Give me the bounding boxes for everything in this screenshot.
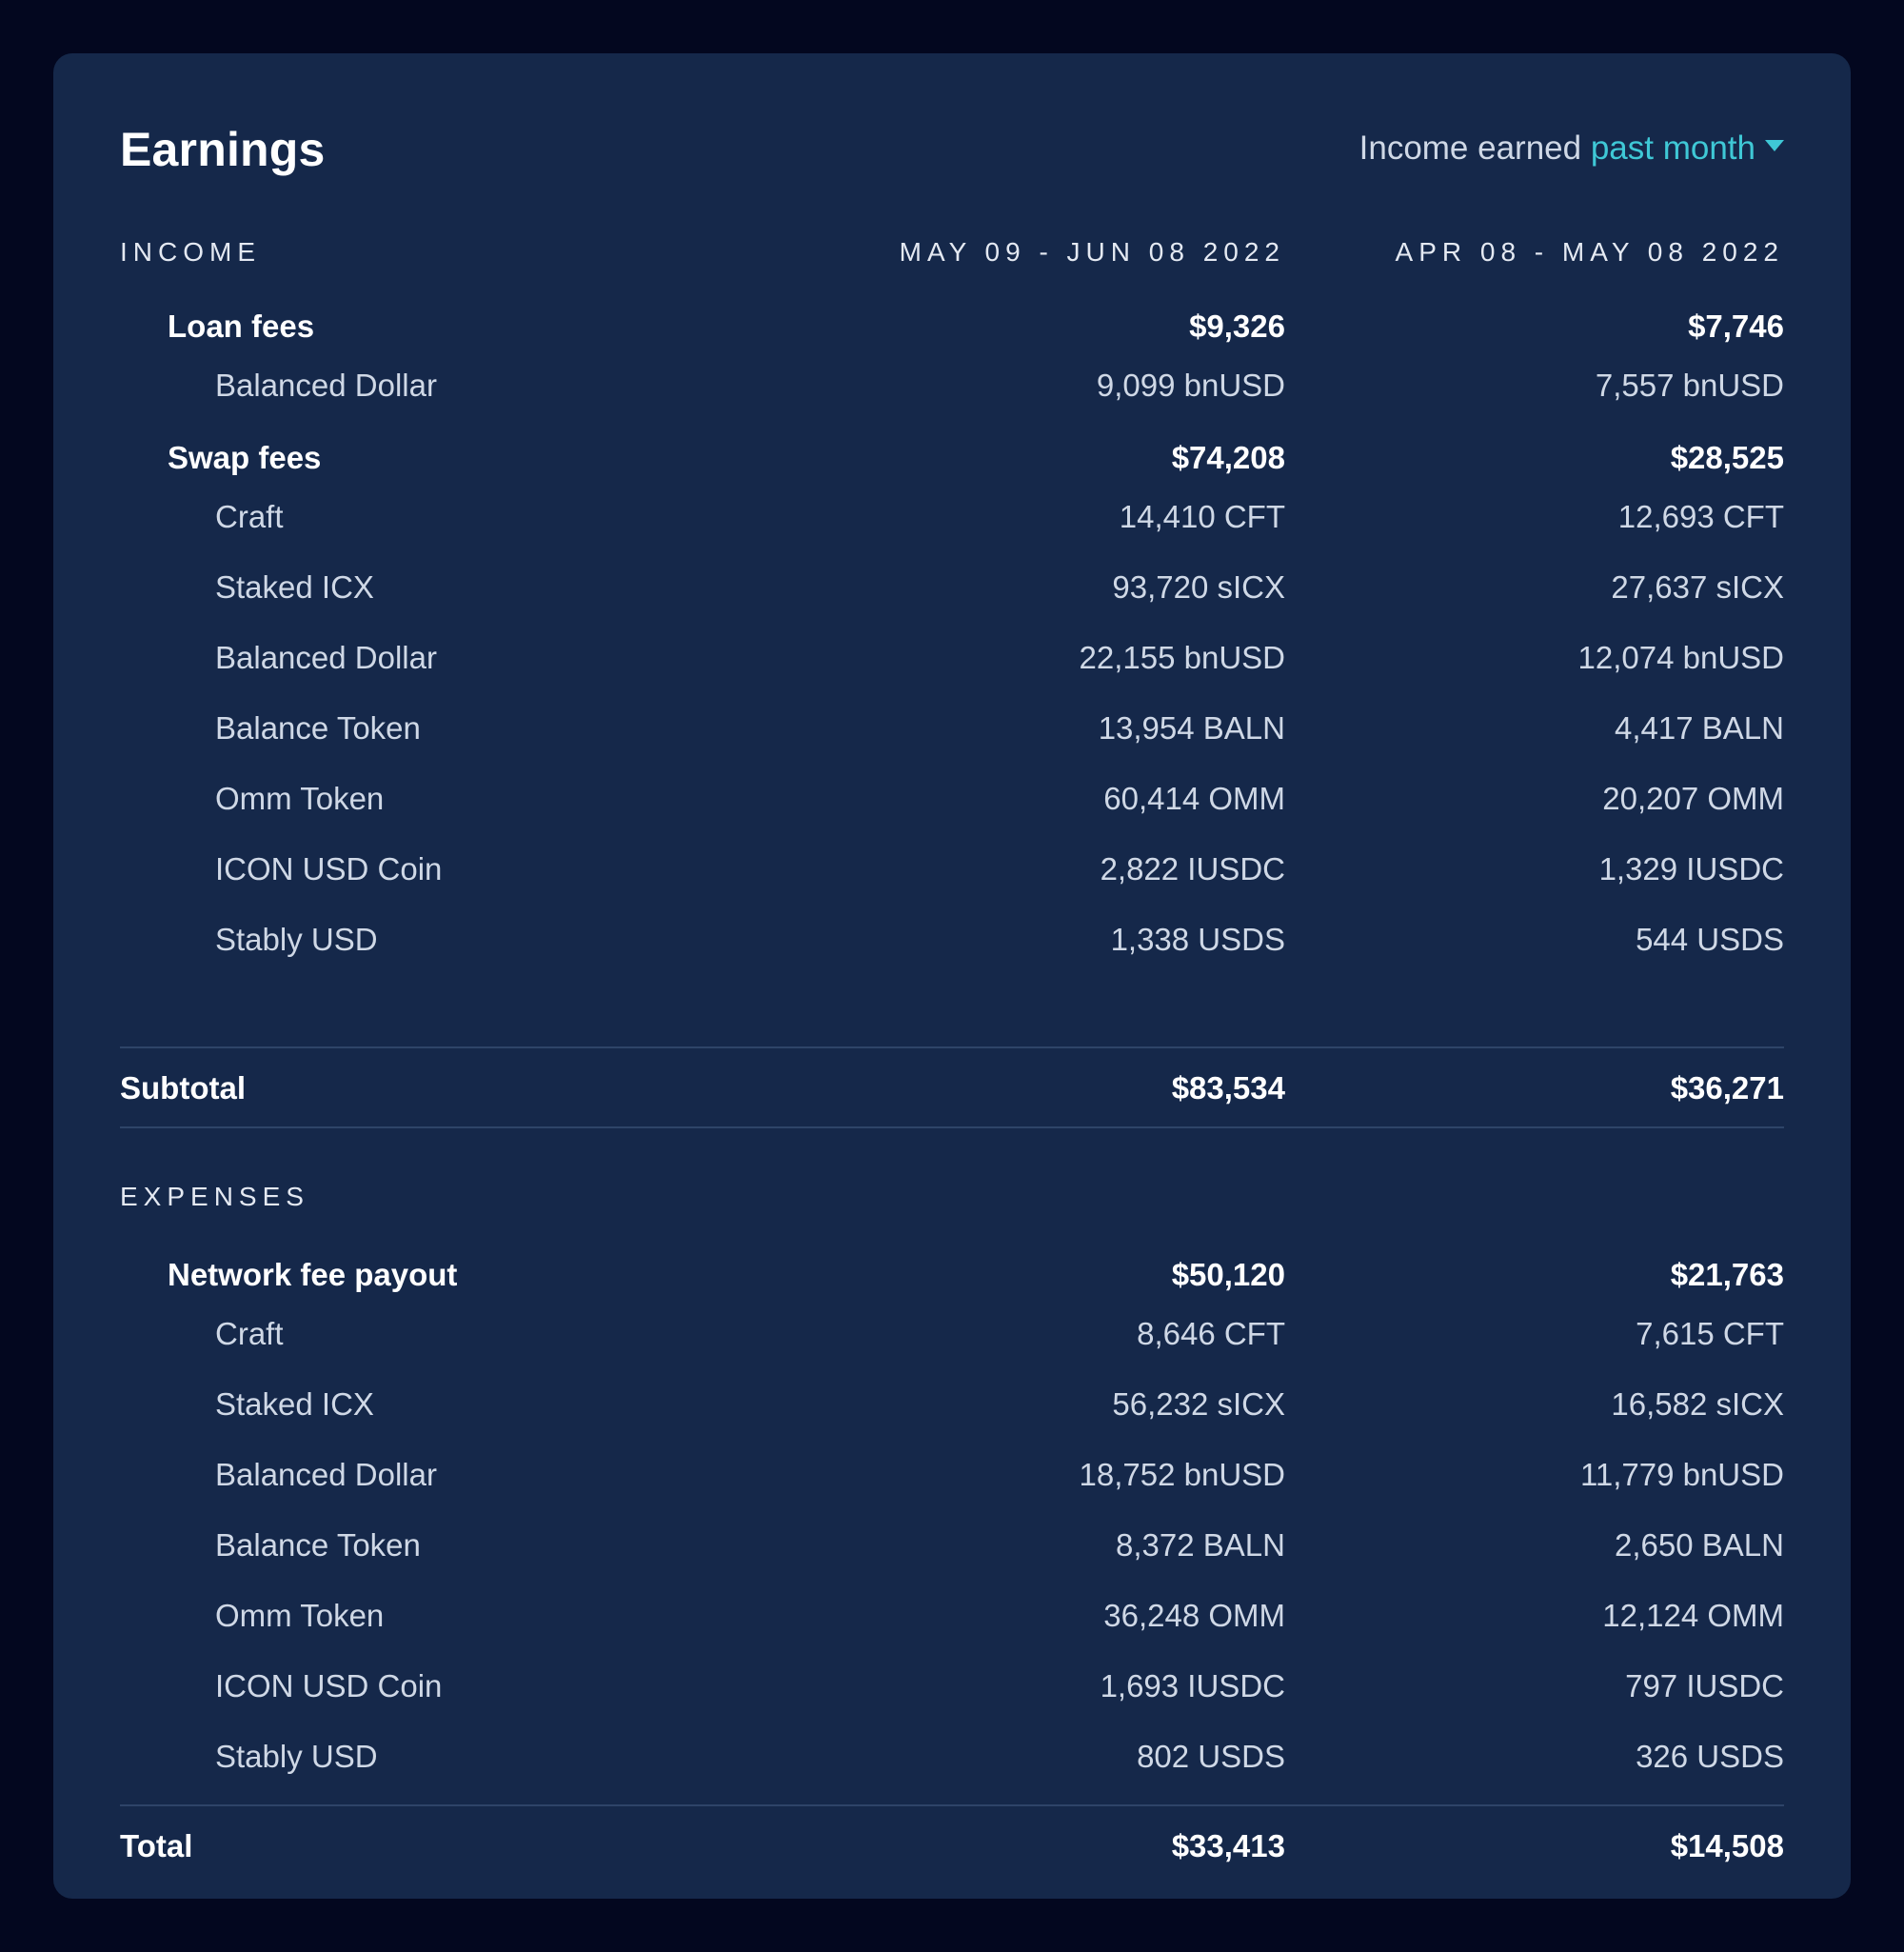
item-value-current: 93,720 sICX — [1112, 569, 1285, 605]
column-header-current: MAY 09 - JUN 08 2022 — [899, 237, 1285, 267]
item-row: Balance Token 8,372 BALN 2,650 BALN — [120, 1527, 1784, 1584]
item-value-current: 14,410 CFT — [1119, 499, 1285, 534]
item-row: ICON USD Coin 2,822 IUSDC 1,329 IUSDC — [120, 851, 1784, 908]
item-label: ICON USD Coin — [215, 1668, 443, 1703]
item-row: Balanced Dollar 18,752 bnUSD 11,779 bnUS… — [120, 1457, 1784, 1514]
item-row: Balance Token 13,954 BALN 4,417 BALN — [120, 710, 1784, 767]
item-label: Omm Token — [215, 1598, 385, 1633]
item-value-current: 8,646 CFT — [1137, 1316, 1285, 1351]
group-value-previous: $28,525 — [1670, 440, 1784, 475]
item-row: Omm Token 36,248 OMM 12,124 OMM — [120, 1598, 1784, 1655]
item-value-previous: 12,693 CFT — [1617, 499, 1784, 534]
item-value-previous: 12,124 OMM — [1602, 1598, 1784, 1633]
divider — [120, 1804, 1784, 1806]
item-value-previous: 797 IUSDC — [1625, 1668, 1784, 1703]
item-label: Stably USD — [215, 922, 378, 957]
item-value-previous: 12,074 bnUSD — [1577, 640, 1784, 675]
group-label: Network fee payout — [168, 1257, 458, 1292]
group-label: Loan fees — [168, 309, 315, 344]
item-label: Balanced Dollar — [215, 640, 437, 675]
divider — [120, 1126, 1784, 1128]
divider — [120, 1046, 1784, 1048]
item-value-current: 60,414 OMM — [1103, 781, 1285, 816]
item-label: ICON USD Coin — [215, 851, 443, 886]
group-value-current: $50,120 — [1171, 1257, 1285, 1292]
total-label: Total — [120, 1828, 193, 1863]
item-value-previous: 326 USDS — [1636, 1739, 1784, 1774]
period-selector[interactable]: Income earned past month — [1359, 129, 1784, 168]
item-value-previous: 16,582 sICX — [1611, 1386, 1784, 1422]
item-value-previous: 27,637 sICX — [1611, 569, 1784, 605]
period-value[interactable]: past month — [1590, 129, 1755, 167]
item-label: Stably USD — [215, 1739, 378, 1774]
total-row: Total $33,413 $14,508 — [120, 1828, 1784, 1885]
group-value-current: $74,208 — [1171, 440, 1285, 475]
card-header: Earnings Income earned past month — [120, 122, 1784, 198]
item-label: Balance Token — [215, 710, 421, 746]
item-value-current: 1,338 USDS — [1110, 922, 1285, 957]
item-row: Staked ICX 93,720 sICX 27,637 sICX — [120, 569, 1784, 627]
item-label: Balanced Dollar — [215, 368, 437, 403]
item-value-previous: 1,329 IUSDC — [1598, 851, 1784, 886]
item-value-current: 802 USDS — [1137, 1739, 1285, 1774]
column-header-previous: APR 08 - MAY 08 2022 — [1395, 237, 1784, 267]
item-label: Craft — [215, 1316, 284, 1351]
group-value-previous: $7,746 — [1688, 309, 1784, 344]
group-row-loan-fees: Loan fees $9,326 $7,746 — [120, 309, 1784, 366]
item-row: Stably USD 802 USDS 326 USDS — [120, 1739, 1784, 1796]
item-value-current: 18,752 bnUSD — [1079, 1457, 1285, 1492]
total-value-previous: $14,508 — [1670, 1828, 1784, 1863]
item-value-current: 56,232 sICX — [1112, 1386, 1285, 1422]
group-label: Swap fees — [168, 440, 322, 475]
item-value-previous: 7,615 CFT — [1636, 1316, 1784, 1351]
group-value-current: $9,326 — [1189, 309, 1285, 344]
item-value-previous: 4,417 BALN — [1615, 710, 1784, 746]
subtotal-value-current: $83,534 — [1171, 1070, 1285, 1105]
item-value-current: 36,248 OMM — [1103, 1598, 1285, 1633]
item-value-current: 9,099 bnUSD — [1096, 368, 1285, 403]
item-value-previous: 11,779 bnUSD — [1579, 1457, 1784, 1492]
group-row-network-fee-payout: Network fee payout $50,120 $21,763 — [120, 1257, 1784, 1314]
item-label: Balanced Dollar — [215, 1457, 437, 1492]
subtotal-row: Subtotal $83,534 $36,271 — [120, 1070, 1784, 1127]
item-value-previous: 7,557 bnUSD — [1595, 368, 1784, 403]
income-heading: INCOME — [120, 237, 261, 267]
expenses-heading: EXPENSES — [120, 1182, 309, 1211]
subtotal-value-previous: $36,271 — [1670, 1070, 1784, 1105]
group-row-swap-fees: Swap fees $74,208 $28,525 — [120, 440, 1784, 497]
item-value-previous: 2,650 BALN — [1615, 1527, 1784, 1563]
item-value-current: 1,693 IUSDC — [1100, 1668, 1285, 1703]
item-row: Stably USD 1,338 USDS 544 USDS — [120, 922, 1784, 979]
item-label: Staked ICX — [215, 569, 374, 605]
page-title: Earnings — [120, 123, 326, 176]
group-value-previous: $21,763 — [1670, 1257, 1784, 1292]
item-row: Balanced Dollar 9,099 bnUSD 7,557 bnUSD — [120, 368, 1784, 425]
total-value-current: $33,413 — [1171, 1828, 1285, 1863]
item-label: Balance Token — [215, 1527, 421, 1563]
item-value-previous: 544 USDS — [1636, 922, 1784, 957]
item-label: Craft — [215, 499, 284, 534]
item-row: Balanced Dollar 22,155 bnUSD 12,074 bnUS… — [120, 640, 1784, 697]
item-value-current: 8,372 BALN — [1116, 1527, 1285, 1563]
item-row: ICON USD Coin 1,693 IUSDC 797 IUSDC — [120, 1668, 1784, 1725]
item-value-current: 13,954 BALN — [1098, 710, 1285, 746]
item-value-previous: 20,207 OMM — [1602, 781, 1784, 816]
item-row: Omm Token 60,414 OMM 20,207 OMM — [120, 781, 1784, 838]
item-value-current: 2,822 IUSDC — [1100, 851, 1285, 886]
earnings-card: Earnings Income earned past month INCOME… — [53, 53, 1851, 1899]
item-row: Staked ICX 56,232 sICX 16,582 sICX — [120, 1386, 1784, 1444]
caret-down-icon[interactable] — [1765, 139, 1784, 151]
subtotal-label: Subtotal — [120, 1070, 246, 1105]
item-label: Omm Token — [215, 781, 385, 816]
item-row: Craft 8,646 CFT 7,615 CFT — [120, 1316, 1784, 1373]
item-value-current: 22,155 bnUSD — [1079, 640, 1285, 675]
period-prefix: Income earned — [1359, 129, 1582, 167]
item-label: Staked ICX — [215, 1386, 374, 1422]
item-row: Craft 14,410 CFT 12,693 CFT — [120, 499, 1784, 556]
